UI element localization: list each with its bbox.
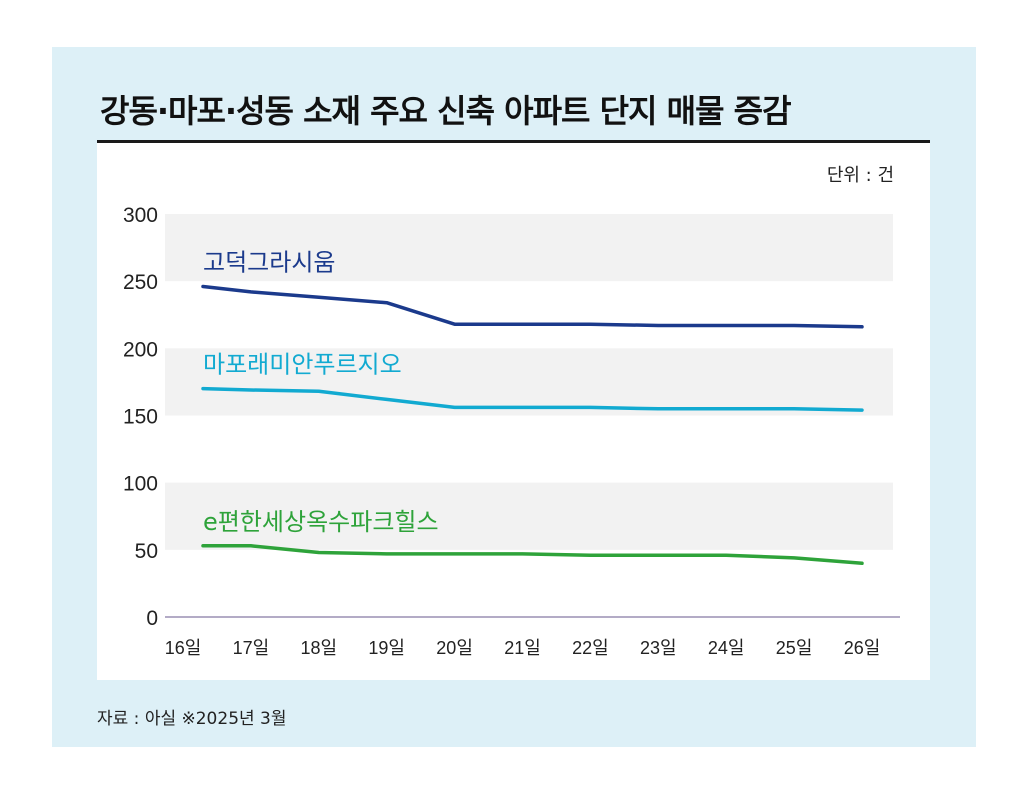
series-line: [201, 386, 864, 412]
y-tick-label: 0: [146, 607, 158, 630]
x-tick-label: 23일: [640, 638, 677, 658]
y-tick-label: 300: [123, 204, 158, 227]
x-tick-label: 25일: [776, 638, 813, 658]
y-tick-label: 100: [123, 473, 158, 496]
x-tick-label: 21일: [504, 638, 541, 658]
series-line: [201, 544, 864, 566]
background-band: [165, 214, 893, 282]
x-tick-label: 24일: [708, 638, 745, 658]
unit-label: 단위 : 건: [826, 165, 894, 186]
series-label: e편한세상옥수파크힐스: [203, 508, 439, 536]
series-line: [201, 284, 864, 329]
y-tick-label: 50: [135, 540, 158, 563]
background-band: [165, 348, 893, 416]
x-tick-label: 18일: [301, 638, 338, 658]
title-underline: [97, 140, 930, 143]
x-tick-label: 19일: [368, 638, 405, 658]
series-label: 고덕그라시움: [203, 249, 335, 277]
series-label: 마포래미안푸르지오: [203, 351, 402, 379]
x-tick-label: 16일: [165, 638, 202, 658]
y-tick-label: 200: [123, 338, 158, 361]
y-tick-label: 250: [123, 271, 158, 294]
x-tick-label: 20일: [436, 638, 473, 658]
x-tick-label: 26일: [844, 638, 881, 658]
y-tick-label: 150: [123, 406, 158, 429]
chart-title: 강동·마포·성동 소재 주요 신축 아파트 단지 매물 증감: [100, 92, 792, 130]
x-tick-label: 22일: [572, 638, 609, 658]
background-band: [165, 482, 893, 550]
source-note: 자료 : 아실 ※2025년 3월: [97, 709, 287, 729]
x-tick-label: 17일: [233, 638, 270, 658]
